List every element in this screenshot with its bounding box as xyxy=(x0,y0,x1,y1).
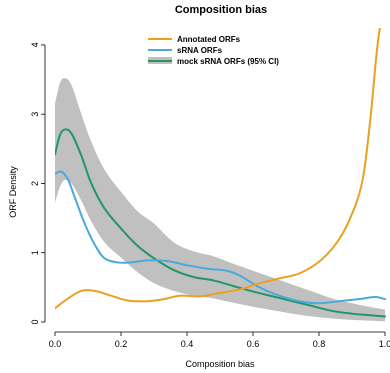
y-tick-label: 2 xyxy=(30,181,40,186)
series-group xyxy=(55,28,386,322)
confidence-band xyxy=(55,78,385,322)
legend-label: mock sRNA ORFs (95% CI) xyxy=(177,57,279,66)
y-tick-label: 3 xyxy=(30,112,40,117)
legend-label: Annotated ORFs xyxy=(177,35,241,44)
x-tick-label: 0.8 xyxy=(313,339,326,349)
legend-label: sRNA ORFs xyxy=(177,46,223,55)
x-tick-label: 0.4 xyxy=(181,339,194,349)
x-tick-label: 0.2 xyxy=(115,339,128,349)
y-tick-label: 4 xyxy=(30,42,40,47)
legend-item: Annotated ORFs xyxy=(148,35,241,44)
x-axis-label: Composition bias xyxy=(185,359,255,369)
chart-title: Composition bias xyxy=(175,4,267,16)
x-tick-label: 0.0 xyxy=(49,339,62,349)
series-line xyxy=(55,128,386,318)
series-line xyxy=(55,28,381,310)
legend-item: sRNA ORFs xyxy=(148,46,223,55)
y-tick-label: 0 xyxy=(30,319,40,324)
plot-area xyxy=(55,28,386,322)
x-tick-label: 0.6 xyxy=(247,339,260,349)
y-tick-label: 1 xyxy=(30,250,40,255)
y-axis-label: ORF Density xyxy=(8,166,18,218)
series-line xyxy=(55,170,386,305)
legend-item: mock sRNA ORFs (95% CI) xyxy=(148,57,279,66)
legend: Annotated ORFs sRNA ORFs mock sRNA ORFs (9… xyxy=(148,35,279,66)
x-tick-label: 1.0 xyxy=(379,339,390,349)
axes: 0.0 0.2 0.4 0.6 0.8 1.0 0 1 2 3 4 xyxy=(30,42,390,349)
